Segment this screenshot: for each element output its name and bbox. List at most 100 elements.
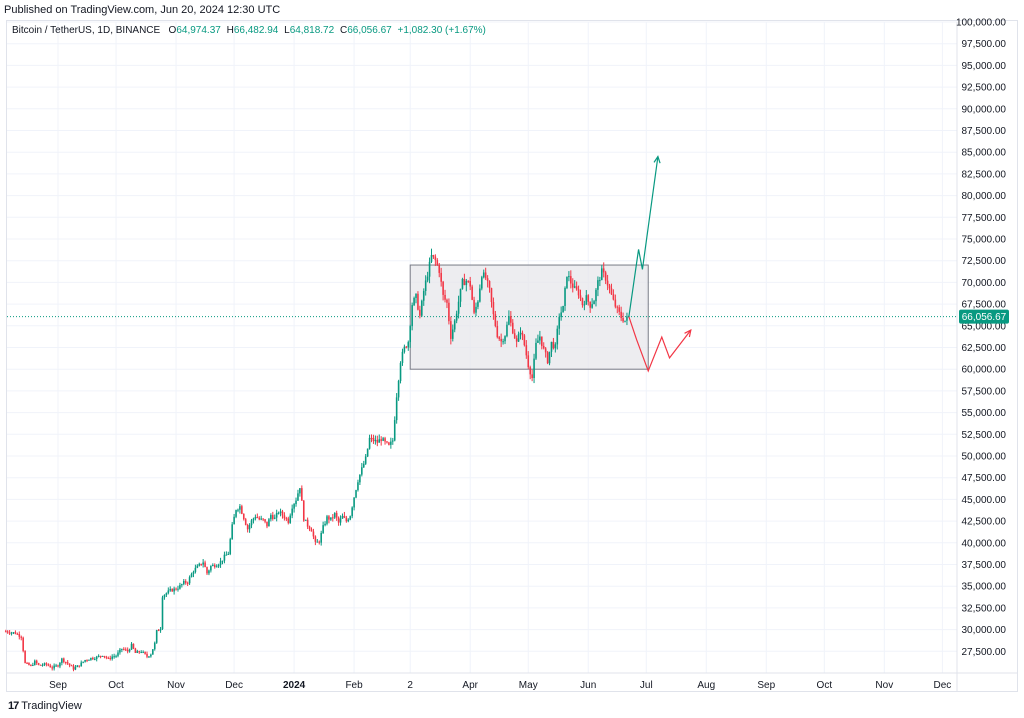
y-tick-label: 95,000.00 xyxy=(962,61,1007,72)
chart-frame[interactable] xyxy=(6,20,1018,692)
candle-body xyxy=(614,299,617,307)
x-tick-label: 2024 xyxy=(283,680,306,691)
y-tick-label: 35,000.00 xyxy=(962,582,1007,593)
candle-body xyxy=(326,516,328,524)
projection-down-arrowhead-icon xyxy=(684,329,692,338)
candle-body xyxy=(320,533,322,543)
candle-body xyxy=(47,664,50,666)
candle-body xyxy=(531,374,533,379)
candle-body xyxy=(171,588,173,592)
candle-body xyxy=(148,656,150,658)
candle-body xyxy=(368,437,371,449)
candle-body xyxy=(537,340,539,343)
candle-body xyxy=(347,519,350,522)
candle-body xyxy=(103,655,106,657)
candle-body xyxy=(560,312,562,318)
y-tick-label: 92,500.00 xyxy=(962,83,1007,94)
candle-body xyxy=(153,642,156,650)
candle-body xyxy=(72,665,75,670)
candle-body xyxy=(301,488,303,501)
candle-body xyxy=(138,651,141,653)
candle-body xyxy=(446,299,448,303)
candle-body xyxy=(337,517,340,523)
candle-body xyxy=(239,506,241,510)
candle-body xyxy=(92,657,94,660)
candle-body xyxy=(4,631,7,633)
y-tick-label: 60,000.00 xyxy=(962,365,1007,376)
candle-body xyxy=(421,300,423,316)
candle-body xyxy=(529,367,531,375)
candle-body xyxy=(146,653,148,657)
candle-body xyxy=(285,518,288,520)
candle-body xyxy=(55,665,57,667)
candle-body xyxy=(361,467,363,475)
candle-body xyxy=(30,665,32,667)
candle-body xyxy=(184,581,187,583)
candle-body xyxy=(155,630,158,643)
candle-body xyxy=(566,276,568,288)
candle-body xyxy=(273,517,276,519)
candle-body xyxy=(212,565,214,567)
candle-body xyxy=(409,326,412,343)
candle-body xyxy=(465,280,468,286)
candle-body xyxy=(105,656,108,658)
candle-body xyxy=(494,314,497,326)
candle-body xyxy=(217,564,220,567)
candle-body xyxy=(80,662,83,667)
candle-body xyxy=(384,438,386,442)
candle-body xyxy=(395,397,398,421)
candle-body xyxy=(258,517,261,520)
candle-body xyxy=(277,512,280,514)
candle-body xyxy=(287,518,290,523)
candle-body xyxy=(473,299,475,313)
candle-body xyxy=(345,517,348,522)
close-value: 66,056.67 xyxy=(347,25,392,36)
candle-body xyxy=(380,439,382,441)
candle-body xyxy=(349,516,352,520)
candle-body xyxy=(237,509,239,511)
candle-body xyxy=(196,565,199,568)
candle-body xyxy=(250,520,253,526)
candle-body xyxy=(504,336,506,342)
candle-body xyxy=(448,302,450,322)
candle-body xyxy=(295,500,297,505)
x-tick-label: Sep xyxy=(757,680,775,691)
candle-body xyxy=(548,351,551,364)
candle-body xyxy=(231,524,233,540)
candle-body xyxy=(61,658,63,663)
candle-body xyxy=(324,523,326,526)
tradingview-footer[interactable]: 17 TradingView xyxy=(8,700,82,712)
candle-body xyxy=(163,594,166,598)
candle-body xyxy=(173,588,175,592)
candle-body xyxy=(308,526,311,530)
symbol-name[interactable]: Bitcoin / TetherUS, 1D, BINANCE xyxy=(12,25,161,36)
candle-body xyxy=(419,309,421,316)
candle-body xyxy=(235,510,237,517)
candle-body xyxy=(459,288,462,302)
candle-body xyxy=(275,512,278,518)
candle-body xyxy=(213,565,216,568)
y-tick-label: 30,000.00 xyxy=(962,625,1007,636)
candle-body xyxy=(415,293,417,298)
candle-body xyxy=(169,588,172,591)
candle-body xyxy=(570,276,572,284)
candle-body xyxy=(508,316,510,325)
candle-body xyxy=(24,650,26,663)
candle-body xyxy=(430,255,433,262)
candle-body xyxy=(539,336,541,341)
candle-body xyxy=(254,516,257,519)
candle-body xyxy=(302,500,305,521)
candle-body xyxy=(523,335,526,346)
candle-body xyxy=(57,665,59,667)
y-tick-label: 32,500.00 xyxy=(962,603,1007,614)
candle-body xyxy=(370,437,373,439)
candle-body xyxy=(357,482,359,491)
candle-body xyxy=(606,280,609,286)
candle-body xyxy=(70,665,73,667)
candle-body xyxy=(268,519,270,527)
candle-body xyxy=(506,324,508,337)
projection-down-line xyxy=(628,316,692,373)
candle-body xyxy=(546,352,549,364)
candle-body xyxy=(208,570,210,574)
